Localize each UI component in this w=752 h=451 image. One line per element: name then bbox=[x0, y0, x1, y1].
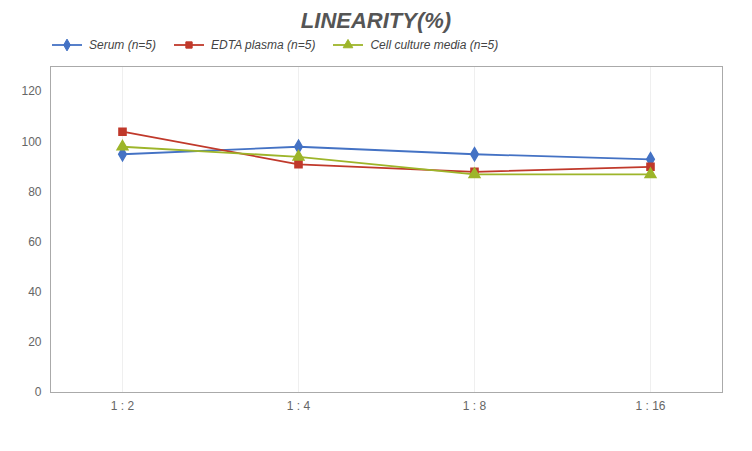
svg-text:100: 100 bbox=[21, 135, 41, 149]
svg-text:80: 80 bbox=[28, 185, 42, 199]
svg-text:0: 0 bbox=[35, 385, 42, 399]
html-text:LINEARITY(%): LINEARITY(%) bbox=[300, 8, 452, 33]
svg-text:1 : 8: 1 : 8 bbox=[463, 399, 487, 413]
svg-text:20: 20 bbox=[28, 335, 42, 349]
svg-text:40: 40 bbox=[28, 285, 42, 299]
html-text:Serum (n=5): Serum (n=5) bbox=[89, 38, 156, 52]
svg-text:1 : 16: 1 : 16 bbox=[635, 399, 665, 413]
html-text:Cell culture media (n=5): Cell culture media (n=5) bbox=[370, 38, 499, 52]
svg-text:60: 60 bbox=[28, 235, 42, 249]
svg-text:1 : 2: 1 : 2 bbox=[111, 399, 135, 413]
svg-text:120: 120 bbox=[21, 84, 41, 98]
html-text:EDTA plasma (n=5): EDTA plasma (n=5) bbox=[211, 38, 316, 52]
svg-text:1 : 4: 1 : 4 bbox=[287, 399, 311, 413]
